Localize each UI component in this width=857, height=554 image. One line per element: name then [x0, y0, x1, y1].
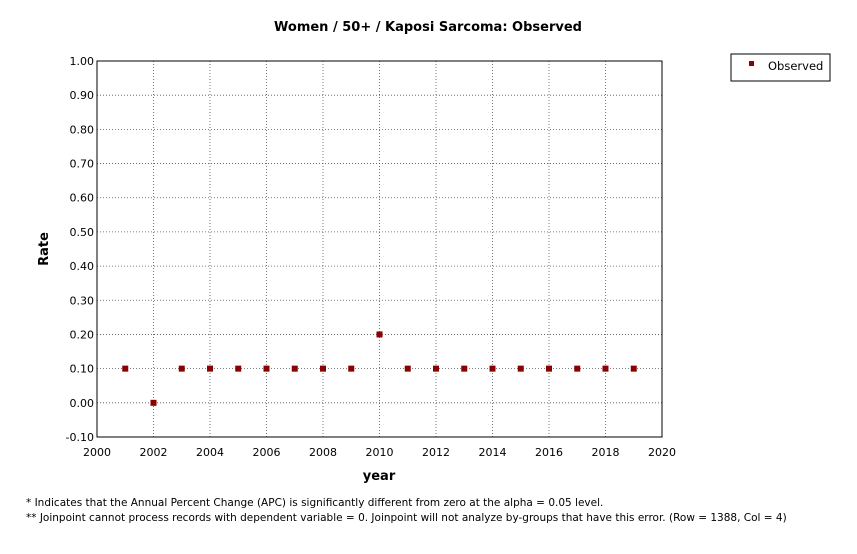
data-point	[348, 365, 355, 372]
y-tick-label: 0.50	[70, 226, 95, 239]
legend-label-observed: Observed	[768, 59, 823, 73]
y-tick-label: 0.80	[70, 123, 95, 136]
x-tick-label: 2000	[83, 446, 111, 459]
footnote-apc: * Indicates that the Annual Percent Chan…	[26, 497, 604, 509]
data-point	[433, 365, 439, 372]
x-axis: 2000 2002 2004 2006 2008 2010 2012 2014 2016 2018…	[83, 446, 676, 459]
x-tick-label: 2002	[140, 446, 168, 459]
x-tick-label: 2014	[479, 446, 507, 459]
x-tick-label: 2004	[196, 446, 224, 459]
grid	[96, 60, 663, 438]
data-point	[546, 365, 552, 372]
data-point	[263, 365, 270, 372]
data-points	[122, 331, 637, 406]
y-tick-label: 0.60	[70, 192, 95, 205]
y-tick-label: 0.10	[70, 363, 95, 376]
data-point	[489, 365, 496, 372]
data-point	[320, 365, 326, 372]
y-tick-label: 0.40	[70, 260, 95, 273]
data-point	[235, 365, 242, 372]
y-tick-label: 0.30	[70, 294, 95, 307]
y-tick-label: 0.00	[70, 397, 95, 410]
legend-marker-observed	[749, 61, 754, 66]
data-point	[150, 399, 157, 406]
data-point	[404, 365, 411, 372]
data-point	[630, 365, 637, 372]
data-point	[178, 365, 185, 372]
data-point	[376, 331, 383, 338]
x-axis-title: year	[363, 469, 396, 484]
x-tick-label: 2020	[648, 446, 676, 459]
x-tick-label: 2010	[366, 446, 394, 459]
data-point	[122, 365, 129, 372]
y-tick-label: 0.70	[70, 158, 95, 171]
y-axis: -0.10 0.00 0.10 0.20 0.30 0.40 0.50 0.60 0.70 0.8…	[66, 55, 94, 444]
x-tick-label: 2016	[535, 446, 563, 459]
plot-area	[96, 60, 663, 438]
data-point	[517, 365, 524, 372]
x-tick-label: 2018	[592, 446, 620, 459]
x-tick-label: 2012	[422, 446, 450, 459]
footnote-joinpoint: ** Joinpoint cannot process records with…	[26, 512, 787, 524]
x-tick-label: 2008	[309, 446, 337, 459]
legend-box	[730, 53, 831, 82]
y-tick-label: 0.20	[70, 328, 95, 341]
y-tick-label: -0.10	[66, 431, 94, 444]
y-tick-label: 0.90	[70, 89, 95, 102]
data-point	[602, 365, 609, 372]
data-point	[574, 365, 581, 372]
data-point	[207, 365, 213, 372]
y-tick-label: 1.00	[70, 55, 95, 68]
chart-title: Women / 50+ / Kaposi Sarcoma: Observed	[274, 20, 582, 35]
data-point	[291, 365, 298, 372]
legend: Observed	[730, 53, 831, 82]
data-point	[461, 365, 468, 372]
x-tick-label: 2006	[253, 446, 281, 459]
y-axis-title: Rate	[37, 232, 52, 266]
